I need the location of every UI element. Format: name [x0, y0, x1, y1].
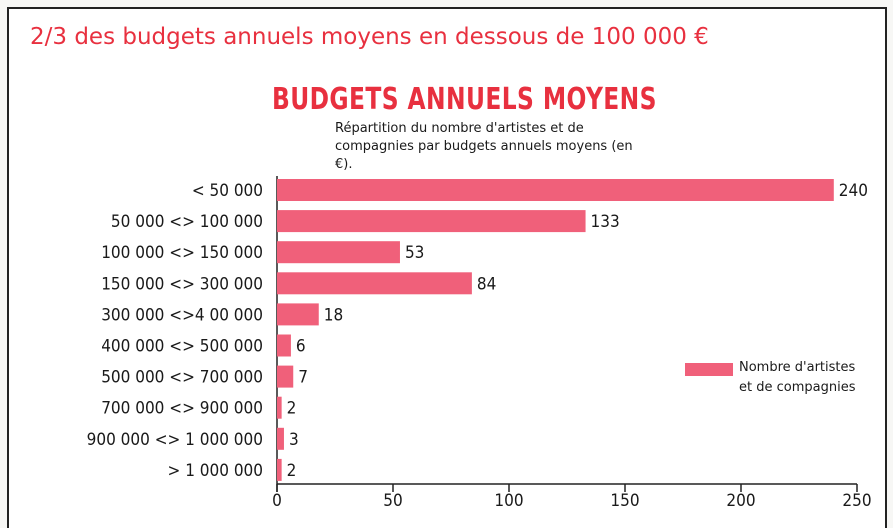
data-label: 240	[839, 181, 868, 201]
x-tick-label: 50	[383, 491, 402, 511]
bar	[277, 241, 400, 264]
bar	[277, 272, 472, 295]
y-tick-label: 400 000 <> 500 000	[101, 337, 263, 357]
data-label: 7	[298, 368, 308, 388]
bar	[277, 210, 586, 233]
chart-subtitle: Répartition du nombre d'artistes et de c…	[335, 121, 633, 172]
data-label: 6	[296, 337, 306, 357]
x-tick-label: 100	[494, 491, 523, 511]
y-tick-label: 700 000 <> 900 000	[101, 399, 263, 419]
y-tick-label: > 1 000 000	[168, 461, 263, 481]
y-tick-label: 300 000 <>4 00 000	[101, 305, 263, 325]
y-tick-label: < 50 000	[192, 181, 263, 201]
x-tick-label: 0	[272, 491, 282, 511]
data-label: 53	[405, 243, 424, 263]
bar	[277, 365, 294, 388]
x-tick-label: 200	[726, 491, 755, 511]
bar	[277, 458, 282, 481]
legend-label: Nombre d'artistes et de compagnies	[739, 360, 856, 395]
data-label: 3	[289, 430, 299, 450]
bar	[277, 396, 282, 419]
y-tick-label: 50 000 <> 100 000	[111, 212, 263, 232]
legend-swatch	[685, 363, 733, 376]
bar	[277, 334, 291, 357]
data-label: 133	[591, 212, 620, 232]
data-label: 84	[477, 274, 496, 294]
y-tick-label: 500 000 <> 700 000	[101, 368, 263, 388]
headline: 2/3 des budgets annuels moyens en dessou…	[30, 24, 709, 50]
bar	[277, 179, 834, 201]
frame	[7, 7, 887, 528]
data-label: 18	[324, 305, 343, 325]
bar	[277, 303, 319, 326]
x-tick-label: 250	[842, 491, 871, 511]
data-label: 2	[287, 461, 297, 481]
x-tick-label: 150	[610, 491, 639, 511]
y-tick-label: 900 000 <> 1 000 000	[87, 430, 263, 450]
chart-title: BUDGETS ANNUELS MOYENS	[272, 82, 657, 117]
data-label: 2	[287, 399, 297, 419]
y-tick-label: 150 000 <> 300 000	[101, 274, 263, 294]
bar	[277, 427, 284, 450]
y-tick-label: 100 000 <> 150 000	[101, 243, 263, 263]
